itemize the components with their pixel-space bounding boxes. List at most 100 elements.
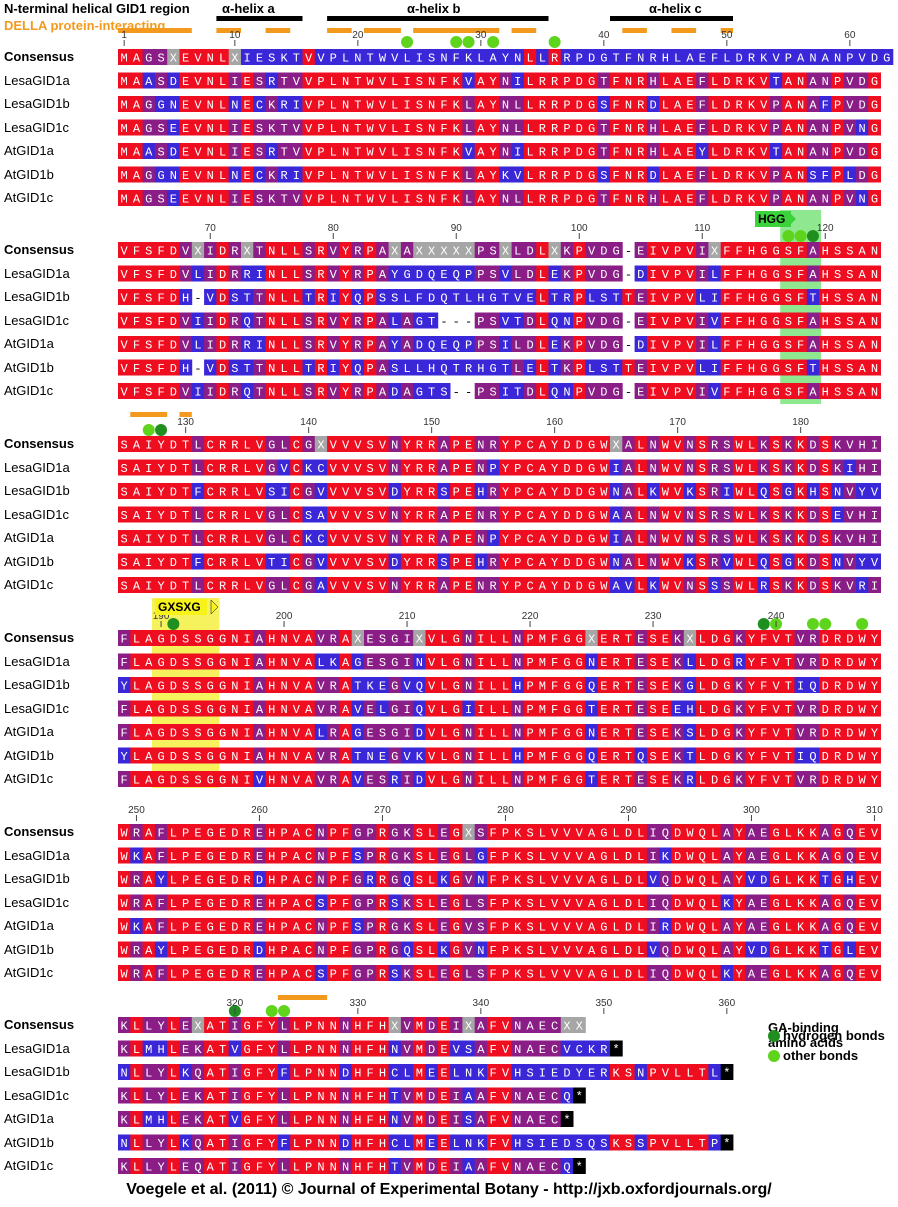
residue-letter: R <box>637 146 644 160</box>
residue-cell <box>241 96 254 112</box>
residue-letter: S <box>465 1114 472 1128</box>
residue-cell <box>511 49 525 65</box>
residue-letter: V <box>330 386 338 400</box>
residue-letter: V <box>121 386 129 400</box>
residue-letter: G <box>588 169 595 183</box>
residue-cell <box>733 72 746 89</box>
residue-letter: T <box>686 750 693 764</box>
residue-letter: R <box>551 52 558 66</box>
residue-letter: W <box>367 122 375 136</box>
residue-letter: I <box>539 1137 546 1151</box>
residue-letter: P <box>305 1090 312 1104</box>
residue-letter: G <box>453 850 460 864</box>
residue-cell <box>819 49 832 65</box>
residue-letter: L <box>613 944 620 958</box>
residue-letter: P <box>576 362 583 376</box>
residue-letter: N <box>822 146 829 160</box>
residue-letter: V <box>342 509 350 523</box>
residue-letter: R <box>231 386 238 400</box>
residue-letter: P <box>367 268 374 282</box>
residue-letter: F <box>797 339 804 353</box>
residue-letter: I <box>514 146 521 160</box>
residue-letter: F <box>342 944 349 958</box>
residue-letter: Q <box>699 921 706 935</box>
residue-letter: N <box>797 193 804 207</box>
residue-letter: L <box>145 1137 152 1151</box>
residue-letter: L <box>748 462 755 476</box>
residue-letter: F <box>797 268 804 282</box>
residue-letter: P <box>317 146 324 160</box>
residue-letter: V <box>760 75 768 89</box>
residue-letter: K <box>736 774 744 788</box>
residue-letter: V <box>772 656 780 670</box>
residue-letter: S <box>157 52 164 66</box>
residue-letter: Q <box>588 680 595 694</box>
residue-letter: V <box>588 386 596 400</box>
residue-letter: A <box>625 439 633 453</box>
residue-letter: G <box>723 774 730 788</box>
residue-letter: V <box>662 1137 670 1151</box>
residue-letter: P <box>514 580 521 594</box>
residue-letter: A <box>145 633 153 647</box>
residue-letter: E <box>859 874 866 888</box>
residue-letter: K <box>588 1043 596 1057</box>
residue-letter: T <box>588 703 595 717</box>
residue-letter: S <box>576 1137 583 1151</box>
residue-letter: S <box>600 99 607 113</box>
residue-letter: K <box>785 439 793 453</box>
residue-letter: V <box>674 486 682 500</box>
residue-letter: A <box>145 656 153 670</box>
residue-letter: V <box>379 462 387 476</box>
residue-cell <box>720 72 734 89</box>
residue-letter: E <box>760 968 767 982</box>
residue-letter: D <box>859 99 866 113</box>
residue-letter: H <box>477 292 484 306</box>
residue-letter: V <box>846 146 854 160</box>
residue-letter: N <box>280 680 287 694</box>
residue-letter: R <box>268 75 275 89</box>
residue-letter: D <box>723 99 730 113</box>
residue-letter: I <box>649 921 656 935</box>
residue-letter: T <box>613 292 620 306</box>
residue-letter: A <box>477 169 485 183</box>
residue-letter: V <box>342 556 350 570</box>
residue-letter: C <box>207 509 214 523</box>
residue-letter: L <box>133 727 140 741</box>
residue-letter: N <box>514 727 521 741</box>
residue-letter: M <box>539 703 546 717</box>
residue-letter: A <box>256 633 264 647</box>
residue-letter: Y <box>871 656 878 670</box>
della-bar <box>622 28 647 33</box>
residue-letter: S <box>477 897 484 911</box>
residue-letter: R <box>231 509 238 523</box>
residue-letter: E <box>244 122 251 136</box>
residue-letter: G <box>785 556 792 570</box>
residue-letter: P <box>317 99 324 113</box>
residue-letter: L <box>293 268 300 282</box>
residue-letter: H <box>157 1043 164 1057</box>
residue-letter: D <box>871 52 878 66</box>
residue-letter: F <box>342 850 349 864</box>
residue-letter: V <box>379 75 387 89</box>
residue-letter: L <box>539 897 546 911</box>
residue-letter: Y <box>268 1067 275 1081</box>
residue-letter: S <box>367 439 374 453</box>
residue-letter: N <box>342 146 349 160</box>
residue-letter: N <box>342 122 349 136</box>
residue-letter: K <box>440 944 448 958</box>
residue-letter: A <box>588 897 596 911</box>
residue-letter: N <box>477 874 484 888</box>
residue-letter: Y <box>576 1067 583 1081</box>
residue-letter: P <box>502 944 509 958</box>
residue-cell <box>400 96 414 112</box>
residue-letter: S <box>121 556 128 570</box>
residue-letter: R <box>219 556 226 570</box>
residue-letter: P <box>317 193 324 207</box>
residue-cell <box>216 72 230 89</box>
residue-letter: W <box>600 556 608 570</box>
residue-cell <box>364 72 377 89</box>
residue-letter: A <box>342 774 350 788</box>
residue-letter: G <box>563 774 570 788</box>
residue-letter: R <box>551 99 558 113</box>
residue-letter: P <box>490 462 497 476</box>
